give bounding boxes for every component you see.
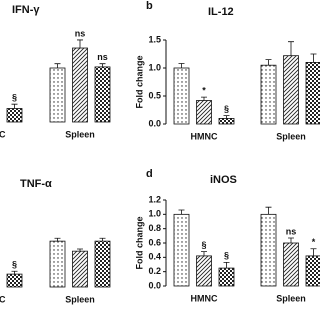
bar bbox=[260, 64, 277, 125]
error-bar bbox=[310, 53, 317, 63]
y-tick-label: 0.8 bbox=[148, 223, 161, 233]
error-bar bbox=[265, 59, 272, 66]
error-bar bbox=[11, 103, 18, 109]
x-tick-label: Spleen bbox=[276, 293, 306, 303]
bar bbox=[94, 66, 111, 123]
error-bar bbox=[54, 237, 61, 242]
error-bar bbox=[310, 248, 317, 256]
bar bbox=[196, 100, 212, 125]
y-tick-label: 0.0 bbox=[148, 118, 161, 128]
error-bar bbox=[201, 96, 207, 101]
bar bbox=[283, 55, 299, 125]
panel-title: IL-12 bbox=[208, 6, 234, 18]
significance-mark: § bbox=[12, 260, 17, 270]
panel-label: d bbox=[146, 168, 153, 180]
bar bbox=[6, 273, 23, 288]
error-bar bbox=[288, 237, 294, 243]
bar bbox=[305, 62, 320, 125]
error-bar bbox=[178, 63, 185, 68]
significance-mark: § bbox=[224, 104, 229, 114]
bar bbox=[218, 118, 235, 125]
y-tick-label: 1.2 bbox=[148, 194, 161, 204]
significance-mark: ns bbox=[97, 52, 108, 62]
panel-title: iNOS bbox=[210, 174, 237, 186]
error-bar bbox=[265, 206, 272, 215]
panel-label: b bbox=[146, 0, 153, 12]
error-bar bbox=[77, 39, 83, 49]
error-bar bbox=[223, 261, 230, 269]
bar bbox=[49, 240, 66, 288]
bar bbox=[72, 250, 88, 288]
bar bbox=[283, 242, 299, 287]
error-bar bbox=[99, 63, 106, 67]
bar bbox=[173, 67, 190, 125]
significance-mark: ns bbox=[75, 28, 86, 38]
bar bbox=[196, 255, 212, 287]
y-tick-label: 0.6 bbox=[148, 237, 161, 247]
significance-mark: * bbox=[312, 237, 316, 247]
x-tick-label: HMNC bbox=[0, 294, 6, 304]
significance-mark: ns bbox=[286, 226, 297, 236]
error-bar bbox=[77, 248, 83, 252]
bar bbox=[72, 47, 88, 123]
panel-title: IFN-γ bbox=[12, 4, 40, 16]
error-bar bbox=[11, 270, 18, 275]
x-tick-label: HMNC bbox=[0, 129, 6, 139]
error-bar bbox=[223, 115, 230, 119]
bar bbox=[6, 108, 23, 123]
error-bar bbox=[178, 209, 185, 215]
y-tick-label: 0.0 bbox=[148, 280, 161, 290]
significance-mark: * bbox=[202, 85, 206, 95]
bar bbox=[305, 255, 320, 287]
x-tick-label: HMNC bbox=[191, 131, 218, 141]
y-tick-label: 1.0 bbox=[148, 62, 161, 72]
error-bar bbox=[54, 63, 61, 68]
error-bar bbox=[201, 251, 207, 256]
bar bbox=[260, 213, 277, 287]
y-tick-label: 0.4 bbox=[148, 252, 161, 262]
y-tick-label: 1.0 bbox=[148, 209, 161, 219]
panel-title: TNF-α bbox=[20, 178, 52, 190]
y-tick-label: 1.5 bbox=[148, 34, 161, 44]
bar bbox=[49, 67, 66, 123]
significance-mark: § bbox=[201, 240, 206, 250]
y-axis-label: Fold change bbox=[134, 216, 144, 269]
y-tick-label: 0.2 bbox=[148, 266, 161, 276]
error-bar bbox=[99, 237, 106, 242]
bar bbox=[94, 240, 111, 288]
significance-mark: § bbox=[224, 251, 229, 261]
error-bar bbox=[288, 41, 294, 56]
x-tick-label: Spleen bbox=[65, 294, 95, 304]
y-tick-label: 0.5 bbox=[148, 90, 161, 100]
y-axis-label: Fold change bbox=[134, 55, 144, 108]
bar bbox=[218, 267, 235, 287]
x-tick-label: Spleen bbox=[276, 131, 306, 141]
significance-mark: § bbox=[12, 93, 17, 103]
bar bbox=[173, 213, 190, 287]
x-tick-label: Spleen bbox=[65, 129, 95, 139]
x-tick-label: HMNC bbox=[191, 293, 218, 303]
